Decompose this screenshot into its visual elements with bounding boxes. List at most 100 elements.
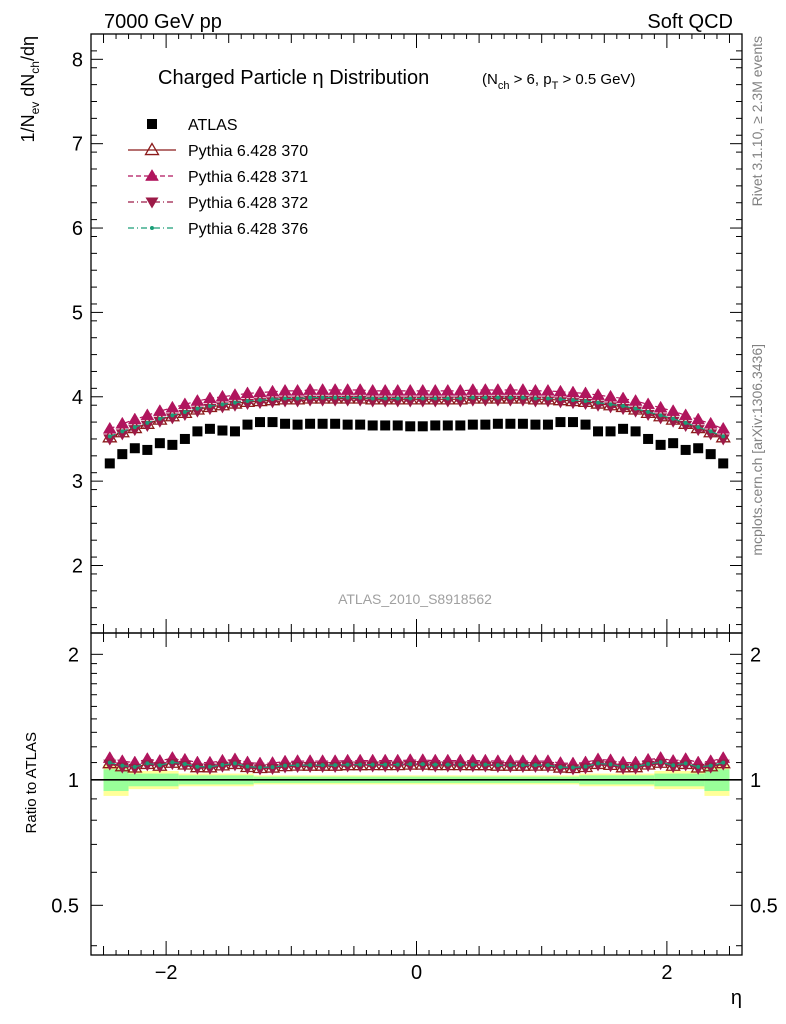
- data-point: [428, 396, 442, 408]
- y-tick-label: 2: [72, 556, 83, 578]
- data-point: [442, 420, 453, 431]
- data-point: [192, 426, 203, 437]
- ratio-point: [679, 760, 693, 772]
- data-point: [132, 425, 137, 430]
- data-point: [358, 395, 363, 400]
- data-point: [405, 421, 416, 432]
- data-point: [408, 396, 413, 401]
- data-point: [505, 418, 516, 429]
- main-plot-area: [102, 383, 731, 469]
- data-point: [680, 444, 691, 455]
- data-point: [618, 423, 629, 434]
- ratio-point: [132, 764, 137, 769]
- legend-marker: [145, 197, 159, 209]
- data-point: [152, 404, 167, 416]
- data-point: [678, 408, 693, 421]
- data-point: [705, 449, 716, 460]
- data-point: [578, 386, 593, 399]
- ratio-point: [570, 765, 575, 770]
- ratio-point: [220, 762, 225, 767]
- series-3: [103, 395, 730, 446]
- data-point: [253, 385, 267, 398]
- data-point: [342, 419, 353, 430]
- y-tick-label: 8: [72, 49, 83, 71]
- data-point: [628, 393, 643, 406]
- data-point: [633, 406, 638, 411]
- data-point: [103, 434, 117, 446]
- data-point: [266, 397, 280, 409]
- data-point: [646, 409, 651, 414]
- ratio-line: [109, 757, 724, 765]
- ratio-point: [604, 761, 618, 773]
- data-point: [530, 419, 541, 430]
- data-point: [177, 397, 192, 410]
- data-point: [533, 396, 538, 401]
- data-point: [190, 406, 204, 418]
- data-point: [380, 420, 391, 431]
- data-point: [716, 434, 730, 446]
- ratio-point: [157, 763, 162, 768]
- ratio-point: [165, 759, 179, 771]
- data-point: [541, 383, 555, 396]
- data-point: [671, 416, 676, 421]
- data-point: [566, 385, 580, 398]
- data-point: [270, 397, 275, 402]
- data-point: [430, 420, 441, 431]
- data-point: [202, 391, 217, 404]
- data-point: [128, 425, 142, 437]
- x-axis-label: η: [731, 987, 742, 1009]
- ratio-point: [283, 763, 288, 768]
- data-point: [605, 426, 616, 437]
- ratio-point: [408, 762, 413, 767]
- data-point: [157, 416, 162, 421]
- ratio-axis-ticks: −2 0 2 0.5 0.5 1 1 2 2: [51, 633, 778, 984]
- data-point: [503, 383, 518, 395]
- x-tick-label: 0: [411, 962, 422, 984]
- ratio-point: [591, 760, 605, 772]
- data-point: [165, 400, 180, 413]
- legend-marker: [144, 142, 160, 156]
- data-point: [478, 395, 492, 407]
- data-point: [190, 393, 205, 406]
- data-point: [267, 417, 278, 428]
- ratio-point: [428, 761, 442, 773]
- data-point: [303, 395, 317, 407]
- mcplots-label: mcplots.cern.ch [arXiv:1306.3436]: [749, 344, 765, 556]
- ratio-tick-label: 2: [68, 644, 79, 666]
- data-point: [320, 395, 325, 400]
- data-point: [520, 395, 525, 400]
- data-point: [242, 419, 253, 430]
- ratio-line: [109, 761, 724, 769]
- ratio-y-label: Ratio to ATLAS: [23, 732, 40, 833]
- data-point: [596, 400, 601, 405]
- x-tick-label: −2: [155, 962, 178, 984]
- ratio-point: [621, 764, 626, 769]
- series-line: [109, 397, 724, 437]
- data-point: [570, 398, 575, 403]
- ratio-point: [178, 760, 192, 772]
- data-point: [555, 417, 566, 428]
- data-point: [391, 396, 405, 408]
- ratio-point: [195, 764, 200, 769]
- data-point: [291, 396, 305, 408]
- data-point: [470, 395, 475, 400]
- data-point: [115, 429, 129, 441]
- ratio-point: [345, 762, 350, 767]
- data-point: [395, 396, 400, 401]
- data-point: [608, 402, 613, 407]
- data-point: [515, 383, 530, 395]
- data-point: [102, 421, 117, 434]
- data-point: [140, 408, 155, 421]
- ratio-point: [616, 763, 630, 775]
- y-tick-label: 6: [72, 218, 83, 240]
- data-point: [641, 397, 656, 410]
- legend-marker: [145, 169, 159, 181]
- ratio-point: [182, 761, 187, 766]
- ratio-point: [433, 762, 438, 767]
- ratio-point: [207, 764, 212, 769]
- data-point: [292, 419, 303, 430]
- data-point: [315, 383, 330, 395]
- y-tick-label: 7: [72, 134, 83, 156]
- data-point: [229, 426, 240, 437]
